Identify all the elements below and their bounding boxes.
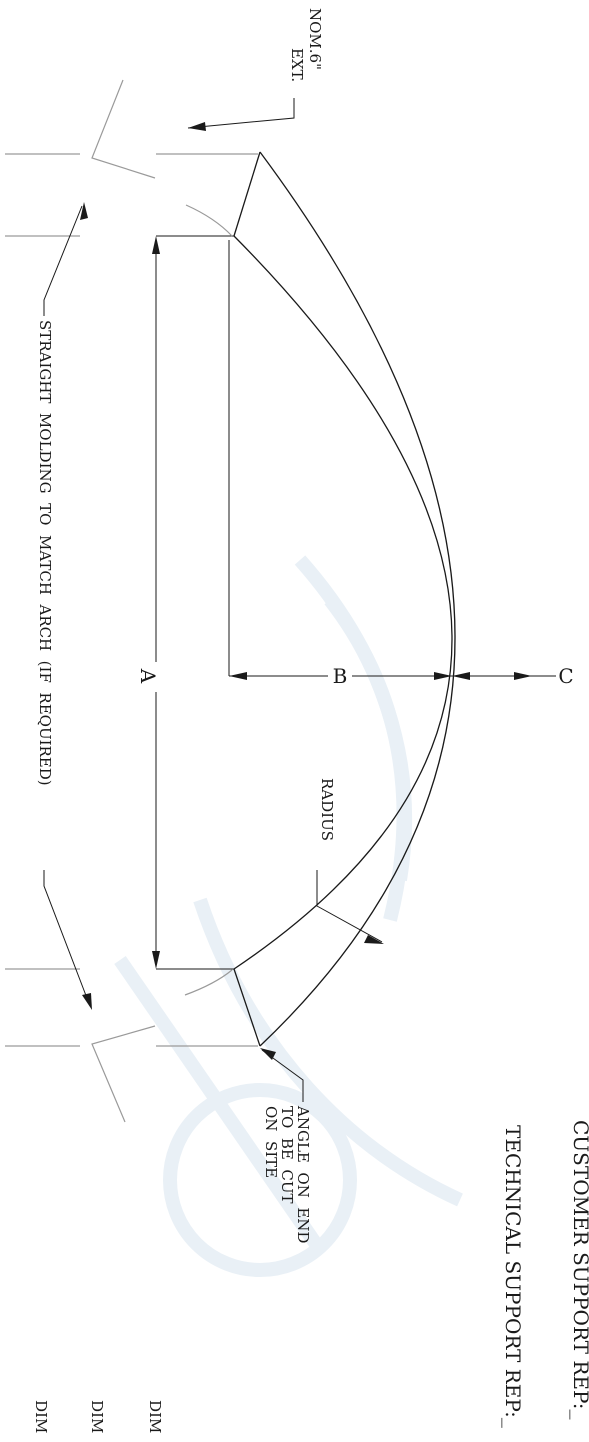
dim-a-label: A [136, 668, 160, 684]
dim-fragment-1: DIM [146, 1400, 164, 1433]
radius-leader [316, 870, 384, 944]
ext-leader [187, 98, 295, 131]
extension-lines [5, 153, 258, 1047]
dim-fragment-2: DIM [88, 1400, 106, 1433]
dim-b-label: B [333, 664, 348, 688]
ext-label-line2: EXT. [288, 48, 306, 82]
dimension-b [228, 240, 452, 680]
technical-support-rep: TECHNICAL SUPPORT REP:_ [501, 1125, 525, 1428]
dim-c-label: C [558, 664, 573, 688]
watermark [114, 555, 463, 1277]
dimension-c [452, 672, 556, 680]
arch-inner-curve [233, 235, 453, 970]
customer-support-rep: CUSTOMER SUPPORT REP:_ [569, 1120, 589, 1420]
straight-molding-top [91, 79, 233, 237]
straight-molding-bottom [91, 969, 233, 1123]
angle-label-line2: TO BE CUT [278, 1106, 296, 1203]
straight-molding-leader-bottom [43, 870, 92, 1010]
arch-top-end-cut [233, 151, 261, 237]
arch-bottom-end-cut [233, 968, 261, 1047]
arch-outer-curve [259, 151, 456, 1047]
dimension-a [152, 236, 160, 969]
angle-label-line3: ON SITE [262, 1106, 280, 1178]
straight-molding-label: STRAIGHT MOLDING TO MATCH ARCH (IF REQUI… [36, 320, 54, 786]
ext-label-line1: NOM.6" [306, 8, 324, 70]
angle-leader [260, 1048, 304, 1102]
dim-fragment-3: DIM [32, 1400, 50, 1433]
angle-label-line1: ANGLE ON END [294, 1105, 312, 1243]
radius-label: RADIUS [318, 778, 336, 841]
straight-molding-leader-top [43, 202, 88, 316]
